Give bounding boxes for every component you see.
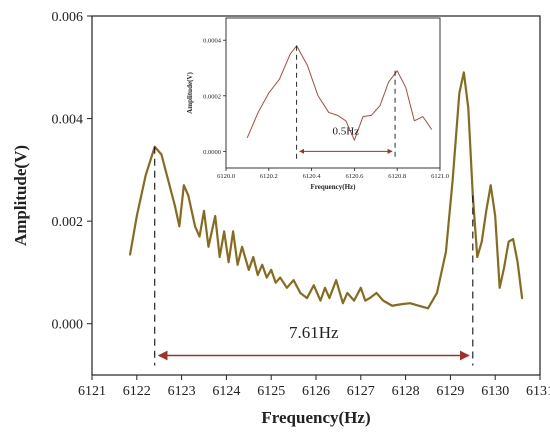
- main-series-line: [128, 71, 524, 310]
- inset-x-tick-label: 6120.0: [217, 173, 235, 180]
- main-x-tick-label: 6122: [123, 384, 151, 399]
- main-x-tick-label: 6123: [168, 384, 196, 399]
- inset-x-tick-label: 6120.2: [260, 173, 278, 180]
- inset-frame: [225, 17, 441, 169]
- main-y-tick-label: 0.006: [52, 10, 84, 25]
- main-x-tick-label: 6124: [212, 384, 240, 399]
- inset-x-tick-label: 6120.4: [303, 173, 322, 180]
- main-y-tick-label: 0.000: [52, 318, 84, 333]
- main-x-tick-label: 6127: [347, 384, 375, 399]
- inset-panel: 6120.0 6120.2 6120.4 6120.6 6120.8 6121.0 0.00…: [186, 17, 449, 191]
- main-x-tick-label: 6130: [481, 384, 509, 399]
- inset-x-tick-label: 6120.6: [345, 173, 364, 180]
- inset-y-tick-label: 0.0000: [203, 149, 221, 156]
- inset-x-axis-title: Frequency(Hz): [311, 183, 357, 191]
- main-x-tick-label: 6125: [257, 384, 285, 399]
- inset-y-tick-label: 0.0002: [203, 93, 221, 100]
- main-y-axis-title: Amplitude(V): [11, 145, 30, 246]
- inset-x-tick-label: 6120.8: [388, 173, 406, 180]
- main-x-tick-label: 6126: [302, 384, 330, 399]
- main-x-tick-label: 6128: [392, 384, 420, 399]
- main-span-label: 7.61Hz: [289, 323, 339, 342]
- inset-series-line: [246, 45, 432, 141]
- main-y-tick-label: 0.004: [52, 113, 84, 128]
- main-x-axis-title: Frequency(Hz): [261, 408, 370, 427]
- main-panel: 6121 6122 6123 6124 6125 6126 6127 6128 6129 6130…: [11, 10, 550, 427]
- main-x-tick-label: 6129: [436, 384, 464, 399]
- main-y-tick-label: 0.002: [52, 215, 84, 230]
- inset-y-tick-label: 0.0004: [203, 38, 222, 45]
- main-x-tick-label: 6121: [78, 384, 106, 399]
- main-x-tick-label: 6131: [526, 384, 550, 399]
- inset-span-label: 0.5Hz: [333, 126, 360, 138]
- inset-y-axis-title: Amplitude(V): [186, 72, 194, 114]
- inset-x-tick-label: 6121.0: [431, 173, 449, 180]
